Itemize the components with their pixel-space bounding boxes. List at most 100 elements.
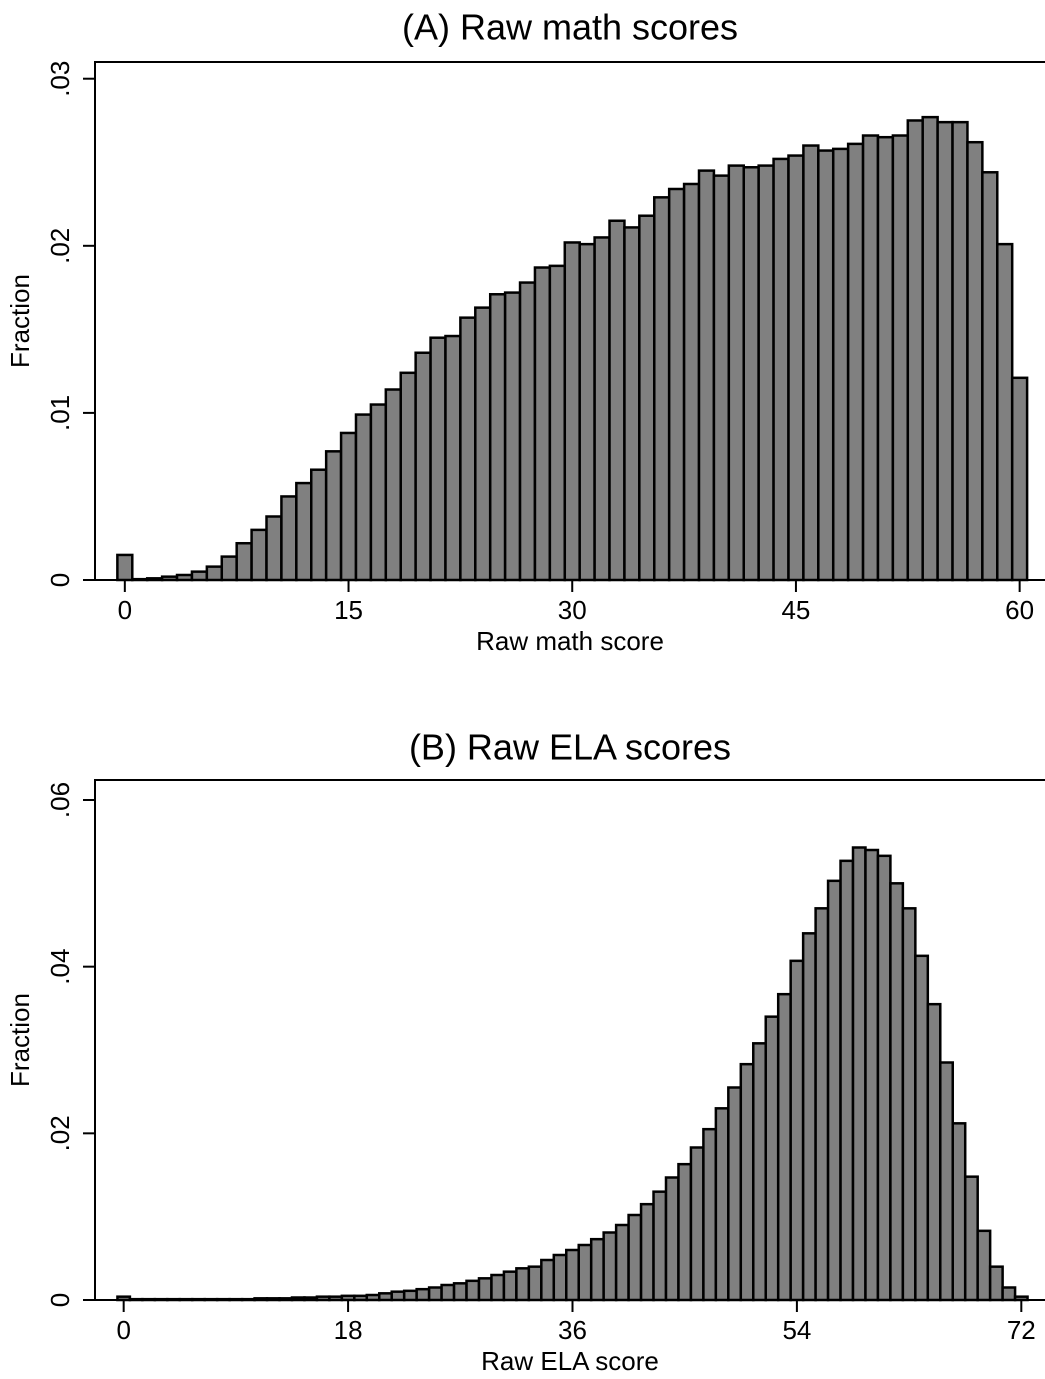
bar	[981, 171, 999, 582]
bar	[901, 907, 917, 1302]
bar	[926, 1002, 942, 1302]
bar	[354, 413, 373, 582]
y-tick-label: 0	[45, 1293, 75, 1307]
bar	[488, 293, 507, 582]
bar	[552, 1253, 568, 1302]
bar	[235, 541, 253, 582]
bar	[776, 992, 792, 1302]
bar	[339, 431, 358, 582]
bar	[295, 481, 313, 582]
bar	[891, 134, 910, 582]
bar	[876, 854, 892, 1302]
bar	[639, 1202, 655, 1302]
bar	[502, 1270, 518, 1302]
bar	[697, 169, 716, 582]
bar	[1010, 376, 1029, 582]
bar	[664, 1176, 680, 1302]
bar	[963, 1175, 979, 1302]
bar	[906, 119, 924, 582]
bar	[831, 147, 850, 582]
bar	[593, 236, 611, 582]
bar	[533, 266, 552, 582]
bar	[190, 570, 209, 582]
bar	[503, 291, 522, 582]
bar	[369, 403, 388, 582]
bar	[548, 264, 567, 582]
bar	[477, 1277, 493, 1302]
y-tick-label: .03	[45, 61, 75, 97]
bar	[627, 1213, 643, 1302]
bar	[772, 157, 790, 582]
bar	[702, 1127, 718, 1302]
bar	[988, 1265, 1004, 1302]
bar	[889, 882, 905, 1302]
bar	[265, 515, 283, 582]
bar	[429, 336, 447, 582]
bar	[390, 1290, 406, 1302]
bar	[527, 1265, 543, 1302]
bar	[757, 164, 775, 582]
bar	[677, 1162, 693, 1302]
y-tick-label: .04	[45, 949, 75, 985]
bar	[116, 553, 134, 582]
bar	[563, 241, 581, 582]
bar	[309, 468, 328, 582]
bar	[814, 907, 830, 1302]
bar	[682, 182, 701, 582]
y-tick-label: .02	[45, 1115, 75, 1151]
bar	[752, 1042, 767, 1302]
bar	[518, 281, 537, 582]
bar	[220, 555, 238, 582]
bar	[976, 1229, 992, 1302]
bar	[399, 371, 417, 582]
bar	[727, 1086, 743, 1302]
x-tick-label: 36	[558, 1315, 587, 1345]
bar	[846, 142, 865, 582]
y-axis-title: Fraction	[5, 274, 35, 368]
bar	[324, 450, 343, 582]
bar	[402, 1289, 418, 1302]
bar	[578, 242, 596, 582]
bar	[452, 1282, 468, 1302]
bar	[802, 144, 820, 582]
y-tick-label: .01	[45, 395, 75, 431]
bar	[921, 115, 939, 582]
bar	[839, 859, 855, 1302]
y-axis-title: Fraction	[5, 993, 35, 1087]
bar	[951, 1122, 967, 1302]
bar	[623, 226, 641, 582]
y-tick-label: 0	[45, 573, 75, 587]
plot-frame	[94, 779, 1045, 1301]
bar	[589, 1237, 605, 1302]
bar	[280, 495, 298, 582]
bar	[653, 196, 671, 582]
bar	[540, 1258, 556, 1302]
plot-frame	[94, 61, 1045, 581]
chart-title: (B) Raw ELA scores	[409, 727, 731, 768]
bar	[565, 1248, 580, 1302]
bar	[415, 1287, 431, 1302]
bar	[712, 174, 731, 582]
bar	[876, 135, 895, 582]
bar	[851, 846, 867, 1302]
bar	[826, 879, 842, 1302]
bar	[789, 959, 805, 1302]
bar	[459, 316, 477, 582]
bar	[996, 242, 1014, 582]
bar	[727, 164, 745, 582]
y-tick-label: .02	[45, 228, 75, 264]
x-tick-label: 0	[116, 1315, 130, 1345]
bar	[742, 166, 760, 582]
bar	[577, 1243, 593, 1302]
bar	[739, 1062, 755, 1302]
bar	[602, 1231, 618, 1302]
bar	[205, 565, 224, 582]
bar	[966, 140, 984, 582]
bar	[864, 848, 880, 1302]
bar	[951, 120, 969, 582]
bar	[614, 1223, 630, 1302]
bar	[384, 388, 402, 582]
x-tick-label: 0	[118, 595, 132, 625]
bar	[861, 134, 880, 582]
bar	[689, 1146, 705, 1302]
